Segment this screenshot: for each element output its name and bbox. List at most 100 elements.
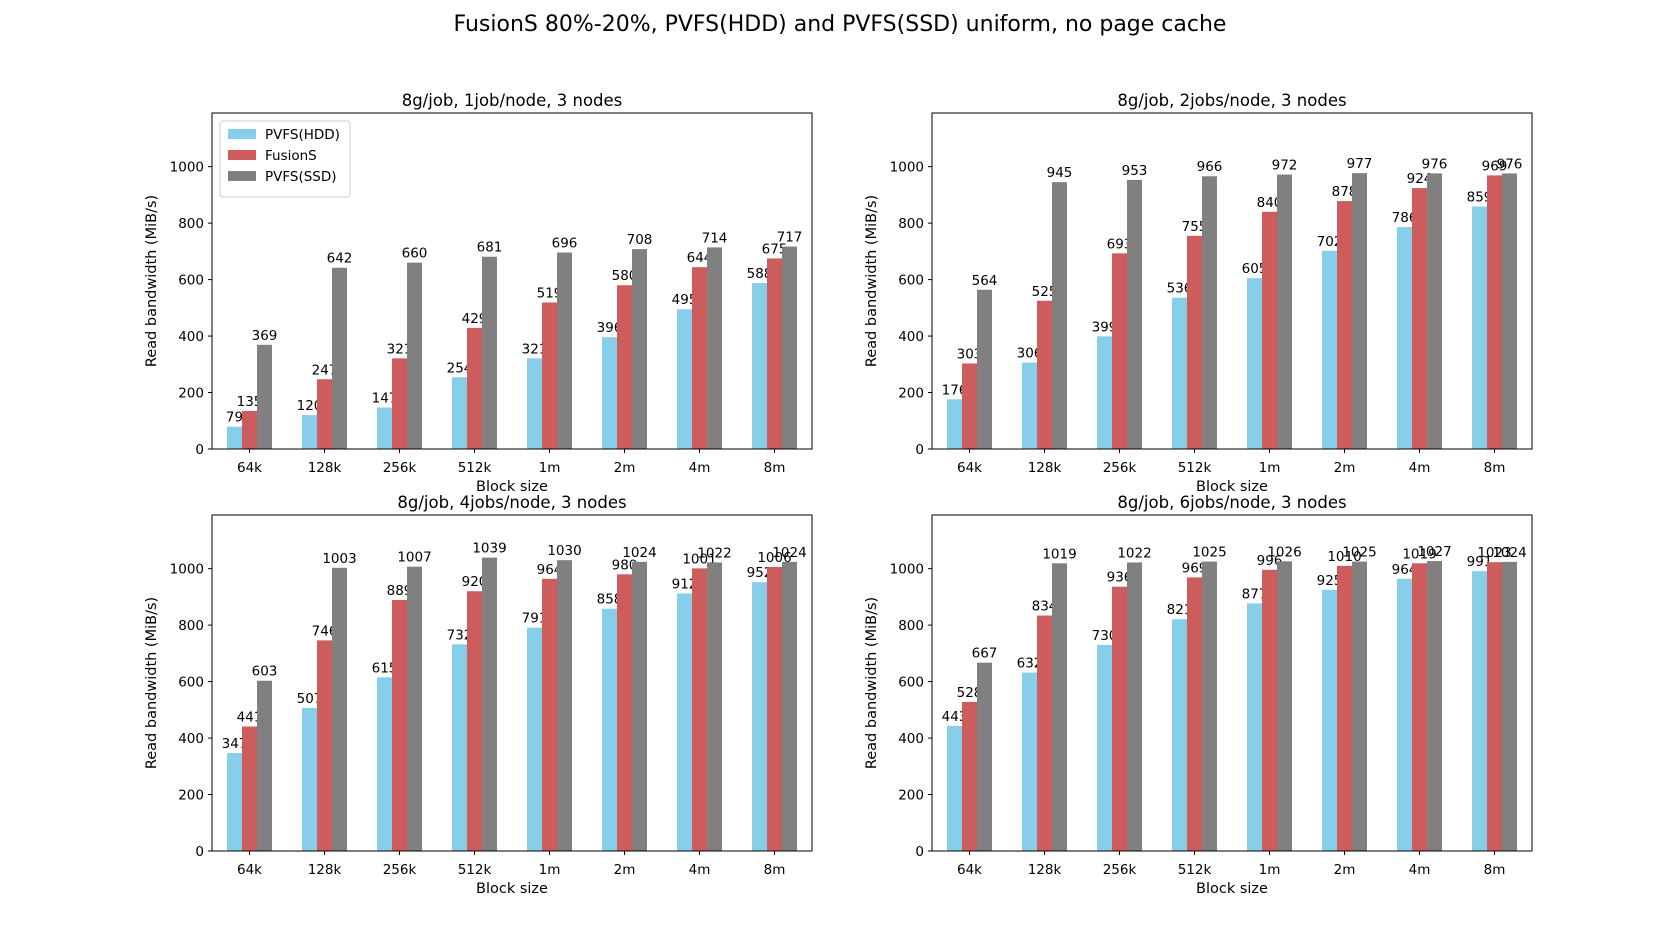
bar-fusions-64k bbox=[962, 363, 977, 449]
bar-fusions-1m bbox=[542, 578, 557, 851]
bar-pvfs-hdd--256k bbox=[377, 407, 392, 449]
x-tick-label: 8m bbox=[1484, 862, 1506, 878]
data-label: 176 bbox=[942, 382, 968, 398]
data-label: 536 bbox=[1167, 281, 1193, 297]
data-label: 952 bbox=[747, 565, 773, 581]
y-axis-label: Read bandwidth (MiB/s) bbox=[144, 195, 160, 367]
x-tick-label: 2m bbox=[614, 862, 636, 878]
x-tick-label: 128k bbox=[308, 862, 342, 878]
bar-pvfs-hdd--8m bbox=[752, 582, 767, 851]
data-label: 369 bbox=[252, 328, 278, 344]
bar-pvfs-ssd--2m bbox=[632, 561, 647, 851]
y-tick-label: 400 bbox=[898, 329, 924, 345]
y-tick-label: 1000 bbox=[170, 160, 204, 176]
legend-swatch-pvfs-hdd- bbox=[228, 129, 256, 139]
data-label: 588 bbox=[747, 266, 773, 282]
bar-pvfs-ssd--256k bbox=[1127, 179, 1142, 449]
data-label: 396 bbox=[597, 320, 623, 336]
data-label: 1025 bbox=[1192, 545, 1226, 561]
data-label: 976 bbox=[1497, 156, 1523, 172]
data-label: 1010 bbox=[1327, 549, 1361, 565]
bar-fusions-2m bbox=[617, 285, 632, 449]
bar-pvfs-ssd--128k bbox=[332, 567, 347, 851]
bar-pvfs-hdd--1m bbox=[527, 627, 542, 851]
data-label: 858 bbox=[597, 592, 623, 608]
bar-pvfs-hdd--2m bbox=[1322, 250, 1337, 449]
data-label: 969 bbox=[1482, 158, 1508, 174]
y-tick-label: 800 bbox=[178, 216, 204, 232]
bar-pvfs-hdd--4m bbox=[677, 309, 692, 449]
bar-pvfs-hdd--512k bbox=[452, 644, 467, 851]
data-label: 495 bbox=[672, 292, 698, 308]
data-label: 525 bbox=[1032, 284, 1058, 300]
data-label: 580 bbox=[612, 268, 638, 284]
bar-pvfs-hdd--256k bbox=[1097, 644, 1112, 851]
data-label: 429 bbox=[462, 311, 488, 327]
data-label: 1024 bbox=[1492, 545, 1526, 561]
bar-fusions-4m bbox=[1412, 563, 1427, 851]
data-label: 920 bbox=[462, 574, 488, 590]
data-label: 519 bbox=[537, 285, 563, 301]
y-tick-label: 600 bbox=[898, 675, 924, 691]
chart-title: 8g/job, 6jobs/node, 3 nodes bbox=[1117, 493, 1346, 512]
bar-pvfs-hdd--64k bbox=[947, 399, 962, 449]
x-tick-label: 8m bbox=[764, 460, 786, 476]
data-label: 925 bbox=[1317, 573, 1343, 589]
bar-fusions-2m bbox=[617, 574, 632, 851]
data-label: 976 bbox=[1422, 156, 1448, 172]
data-label: 730 bbox=[1092, 628, 1118, 644]
bar-pvfs-hdd--8m bbox=[1472, 571, 1487, 851]
data-label: 615 bbox=[372, 660, 398, 676]
data-label: 964 bbox=[1392, 562, 1418, 578]
x-tick-label: 2m bbox=[1334, 862, 1356, 878]
data-label: 972 bbox=[1272, 158, 1298, 174]
data-label: 644 bbox=[687, 250, 713, 266]
bar-pvfs-hdd--128k bbox=[302, 415, 317, 449]
bar-fusions-4m bbox=[1412, 188, 1427, 449]
bar-pvfs-hdd--1m bbox=[1247, 278, 1262, 449]
x-tick-label: 2m bbox=[1334, 460, 1356, 476]
bar-fusions-256k bbox=[1112, 586, 1127, 851]
bar-pvfs-hdd--8m bbox=[1472, 206, 1487, 449]
data-label: 603 bbox=[252, 664, 278, 680]
bar-fusions-1m bbox=[542, 302, 557, 449]
chart-title: 8g/job, 4jobs/node, 3 nodes bbox=[397, 493, 626, 512]
bar-fusions-8m bbox=[767, 258, 782, 449]
y-tick-label: 0 bbox=[915, 844, 924, 860]
bar-pvfs-hdd--512k bbox=[1172, 297, 1187, 449]
y-tick-label: 1000 bbox=[890, 160, 924, 176]
data-label: 786 bbox=[1392, 210, 1418, 226]
y-axis-label: Read bandwidth (MiB/s) bbox=[144, 597, 160, 769]
y-tick-label: 800 bbox=[178, 618, 204, 634]
bar-fusions-128k bbox=[317, 379, 332, 449]
bar-pvfs-ssd--4m bbox=[707, 562, 722, 851]
bar-pvfs-ssd--4m bbox=[1427, 173, 1442, 449]
data-label: 507 bbox=[297, 691, 323, 707]
data-label: 878 bbox=[1332, 184, 1358, 200]
data-label: 1007 bbox=[397, 550, 431, 566]
bar-pvfs-ssd--512k bbox=[1202, 176, 1217, 449]
bar-fusions-128k bbox=[317, 640, 332, 851]
data-label: 936 bbox=[1107, 570, 1133, 586]
bar-fusions-2m bbox=[1337, 201, 1352, 449]
bar-pvfs-hdd--64k bbox=[227, 753, 242, 851]
bar-fusions-64k bbox=[242, 726, 257, 851]
y-tick-label: 1000 bbox=[170, 562, 204, 578]
data-label: 399 bbox=[1092, 319, 1118, 335]
data-label: 714 bbox=[702, 230, 728, 246]
data-label: 746 bbox=[312, 623, 338, 639]
bar-pvfs-ssd--2m bbox=[632, 249, 647, 449]
data-label: 791 bbox=[522, 611, 548, 627]
data-label: 247 bbox=[312, 362, 338, 378]
y-axis-label: Read bandwidth (MiB/s) bbox=[864, 195, 880, 367]
data-label: 120 bbox=[297, 398, 323, 414]
data-label: 1039 bbox=[472, 541, 506, 557]
legend-label: PVFS(SSD) bbox=[265, 169, 337, 185]
bar-pvfs-hdd--64k bbox=[947, 725, 962, 851]
bar-pvfs-ssd--8m bbox=[782, 246, 797, 449]
legend-label: FusionS bbox=[265, 148, 317, 164]
bar-pvfs-ssd--64k bbox=[257, 680, 272, 851]
bar-pvfs-ssd--512k bbox=[482, 256, 497, 449]
bar-fusions-1m bbox=[1262, 569, 1277, 851]
bar-pvfs-ssd--128k bbox=[1052, 182, 1067, 450]
